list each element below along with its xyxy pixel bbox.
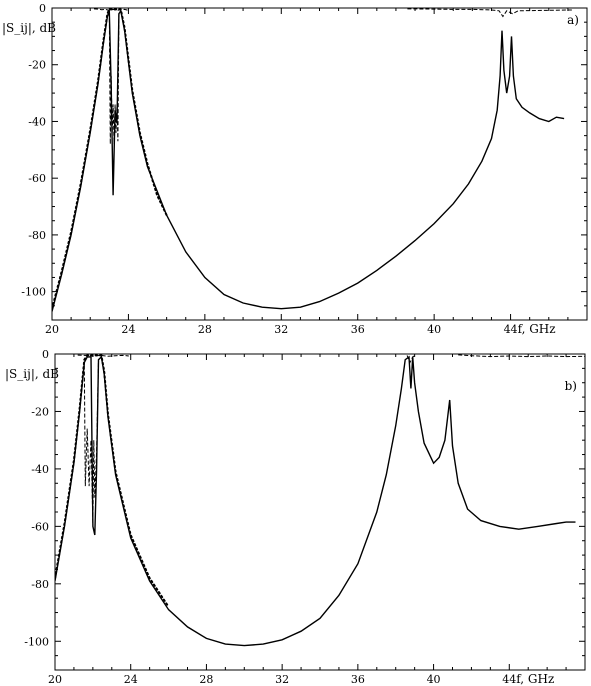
y-tick-label: -80 — [31, 578, 49, 591]
series-solid-line — [52, 8, 565, 312]
x-axis-label: f, GHz — [518, 322, 556, 336]
panel-tag: a) — [567, 13, 579, 27]
plot-frame — [54, 353, 586, 671]
x-tick-label: 40 — [427, 323, 441, 336]
series-dashed-line — [407, 8, 574, 18]
plot-frame — [51, 7, 588, 321]
x-tick-label: 28 — [199, 673, 213, 686]
series-dashed-line — [61, 9, 148, 275]
y-axis-label: |S_ij|, dB — [5, 367, 59, 381]
series-solid-line — [55, 355, 576, 647]
y-tick-label: 0 — [42, 348, 49, 361]
series-dashed-line — [77, 354, 129, 357]
x-tick-label: 28 — [198, 323, 212, 336]
x-tick-label: 44 — [504, 323, 518, 336]
y-tick-label: -40 — [31, 463, 49, 476]
panel-b: 20 24 28 32 36 40 44 0 -20 -40 -60 -80 -100 |S_ij|, d… — [5, 348, 586, 686]
x-tick-label: 44 — [502, 673, 516, 686]
y-tick-label: -60 — [31, 520, 49, 533]
y-tick-label: -100 — [24, 635, 49, 648]
y-axis-label: |S_ij|, dB — [2, 21, 56, 35]
x-tick-label: 20 — [45, 323, 59, 336]
x-tick-label: 32 — [275, 673, 289, 686]
panel-a: 20 24 28 32 36 40 44 0 -20 -40 -60 -80 -100 |S_ij|, d… — [2, 2, 588, 336]
y-tick-label: -80 — [28, 229, 46, 242]
series-dashed-line — [406, 355, 415, 364]
x-tick-label: 36 — [351, 673, 365, 686]
y-tick-label: -20 — [28, 59, 46, 72]
y-tick-label: -60 — [28, 172, 46, 185]
y-tick-label: 0 — [39, 2, 46, 15]
x-tick-label: 40 — [427, 673, 441, 686]
x-tick-label: 36 — [351, 323, 365, 336]
series-dashed-line — [458, 354, 585, 358]
x-tick-label: 20 — [48, 673, 62, 686]
y-tick-label: -100 — [21, 286, 46, 299]
x-axis-label: f, GHz — [516, 672, 554, 686]
x-tick-label: 24 — [124, 673, 138, 686]
y-tick-label: -20 — [31, 405, 49, 418]
x-tick-label: 24 — [121, 323, 135, 336]
series-dotted-line — [55, 354, 170, 608]
series-dotted-line — [52, 8, 168, 310]
series-dashed-line — [64, 355, 109, 527]
y-tick-label: -40 — [28, 115, 46, 128]
x-tick-label: 32 — [274, 323, 288, 336]
panel-tag: b) — [565, 379, 577, 393]
